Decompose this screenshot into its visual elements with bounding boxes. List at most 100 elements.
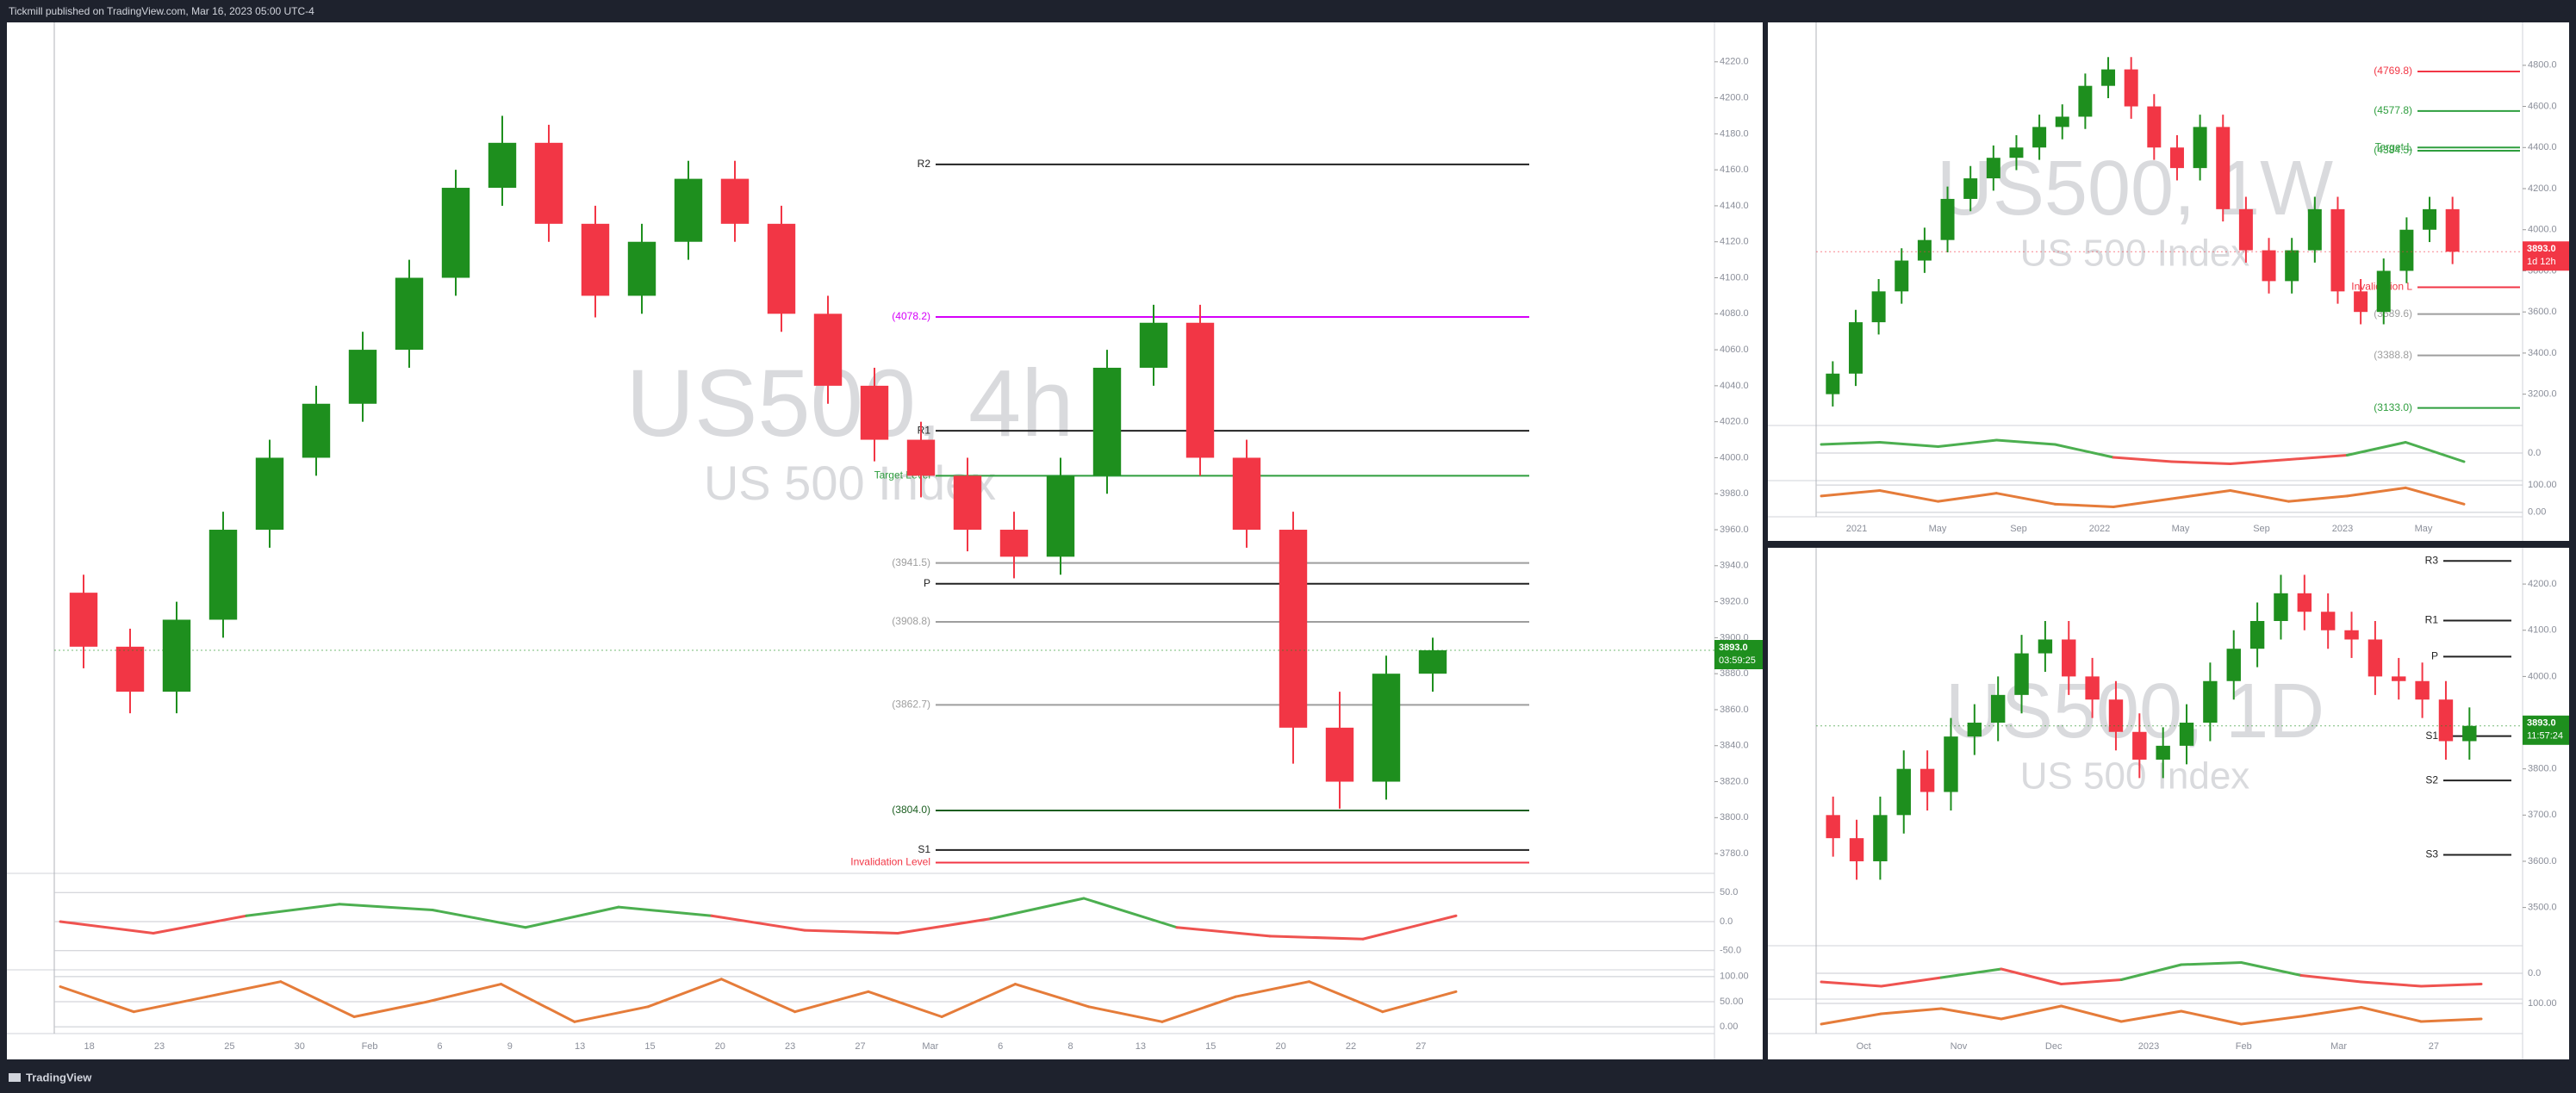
stochastic-segment [500, 983, 576, 1023]
candle-body [2368, 639, 2383, 677]
stochastic-segment [2170, 489, 2232, 500]
candle-body [2101, 69, 2116, 86]
y-tick-label: 0.00 [1720, 1022, 1738, 1032]
candle-body [720, 178, 750, 224]
candle-body [1849, 838, 1864, 861]
candle-body [2423, 208, 2437, 230]
oscillator-segment [2299, 974, 2363, 984]
x-tick-label: 27 [855, 1041, 865, 1052]
y-tick-label: 4180.0 [1720, 128, 1749, 139]
candle-body [2249, 621, 2265, 649]
x-tick-label: May [2172, 524, 2190, 534]
candle-body [2147, 106, 2162, 148]
y-tick-label: 3860.0 [1720, 705, 1749, 715]
candle-body [1986, 158, 2000, 179]
countdown: 11:57:24 [2527, 731, 2563, 742]
x-tick-label: Feb [2236, 1041, 2252, 1052]
candle-body [860, 385, 889, 440]
y-tick-label: 3960.0 [1720, 525, 1749, 535]
stochastic-segment [1939, 1007, 2003, 1021]
stochastic-segment [279, 980, 356, 1018]
y-tick-label: 3600.0 [2528, 856, 2557, 866]
last-price-tag [2523, 241, 2569, 271]
y-tick-label: 100.00 [2528, 480, 2557, 490]
oscillator-segment [1820, 441, 1882, 446]
candle-body [441, 188, 470, 278]
last-price-label: 3893.0 [2527, 718, 2556, 729]
stochastic-segment [2000, 1004, 2063, 1021]
stochastic-segment [1994, 492, 2056, 506]
candle-body [2238, 208, 2253, 251]
stochastic-segment [2299, 1006, 2363, 1018]
stochastic-segment [1160, 995, 1237, 1023]
oscillator-segment [524, 905, 620, 929]
candle-body [534, 142, 563, 224]
stochastic-segment [2180, 1009, 2243, 1026]
oscillator-segment [2053, 443, 2115, 459]
x-tick-label: 23 [154, 1041, 165, 1052]
stochastic-segment [2229, 489, 2291, 503]
stochastic-segment [1820, 489, 1882, 498]
stochastic-segment [2060, 1004, 2123, 1023]
x-tick-label: 20 [1276, 1041, 1286, 1052]
level-label: R3 [2425, 554, 2439, 566]
candle-body [999, 530, 1029, 557]
candle-body [1826, 373, 1840, 394]
candle-body [1873, 815, 1888, 861]
candle-body [2124, 69, 2138, 107]
y-tick-label: 4000.0 [2528, 671, 2557, 681]
y-tick-label: 4200.0 [1720, 92, 1749, 102]
candle-body [2062, 639, 2076, 677]
x-tick-label: 25 [224, 1041, 234, 1052]
y-tick-label: 100.00 [1720, 972, 1749, 982]
candle-body [1092, 367, 1122, 476]
y-tick-label: 4800.0 [2528, 60, 2557, 71]
candle-body [2216, 127, 2231, 209]
x-tick-label: 27 [2429, 1041, 2439, 1052]
candle-body [69, 593, 98, 647]
oscillator-segment [1878, 441, 1940, 448]
countdown: 03:59:25 [1719, 655, 1756, 666]
x-tick-label: 15 [644, 1041, 655, 1052]
y-tick-label: 50.0 [1720, 887, 1738, 897]
oscillator-segment [2345, 441, 2407, 456]
y-tick-label: 4060.0 [1720, 345, 1749, 355]
logo-icon [9, 1073, 21, 1082]
stochastic-segment [59, 985, 135, 1014]
last-price-label: 3893.0 [2527, 244, 2556, 254]
candle-body [2108, 699, 2124, 732]
stochastic-segment [867, 990, 943, 1018]
candle-body [1185, 322, 1215, 458]
level-label: R2 [918, 158, 931, 170]
stochastic-segment [2360, 1006, 2423, 1023]
candle-body [1046, 475, 1075, 557]
level-label: (3908.8) [892, 615, 930, 627]
y-tick-label: 0.0 [2528, 968, 2541, 978]
candle-body [348, 350, 377, 404]
level-label: S1 [918, 843, 930, 855]
candle-body [2179, 723, 2194, 746]
candle-body [488, 142, 517, 189]
y-tick-label: 3820.0 [1720, 776, 1749, 786]
x-tick-label: 22 [1346, 1041, 1356, 1052]
stochastic-segment [2404, 486, 2466, 506]
oscillator-segment [2170, 460, 2232, 465]
x-tick-label: 2022 [2089, 524, 2110, 534]
level-label: S1 [2425, 730, 2438, 742]
candle-body [1325, 727, 1354, 782]
y-tick-label: 0.00 [2528, 507, 2546, 518]
candle-body [2415, 680, 2430, 700]
candle-body [1963, 178, 1978, 199]
y-tick-label: 4080.0 [1720, 308, 1749, 319]
level-label: P [924, 577, 930, 589]
x-tick-label: 13 [1136, 1041, 1146, 1052]
last-price-label: 3893.0 [1719, 643, 1748, 653]
last-price-tag [2523, 715, 2569, 745]
candle-body [2009, 147, 2024, 158]
x-tick-label: 30 [295, 1041, 305, 1052]
y-tick-label: 0.0 [1720, 916, 1733, 927]
oscillator-segment [338, 903, 434, 911]
stochastic-segment [132, 995, 209, 1014]
candle-body [2262, 250, 2276, 282]
